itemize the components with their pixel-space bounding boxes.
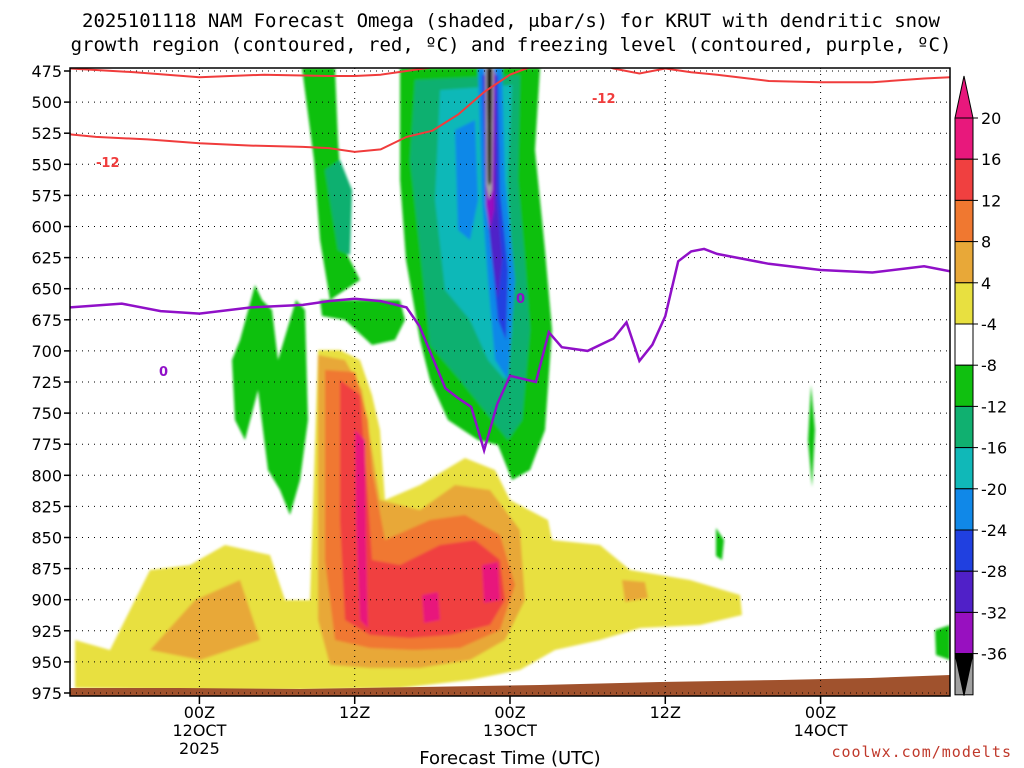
y-axis: 475 500 525 550 575 600 625 650 675 700 725 750 775 8… [31,62,70,703]
freezing-contour-label: 0 [516,292,525,307]
omega-ascent-region [487,68,492,186]
x-axis-title: Forecast Time (UTC) [419,748,600,768]
plot-area [70,68,950,696]
y-tick-label: 875 [31,560,62,579]
terrain-ground [70,675,950,696]
y-tick-label: 925 [31,622,62,641]
colorbar-segment [954,529,974,572]
omega-descent-region [622,580,648,602]
colorbar-label: -28 [981,562,1007,581]
colorbar-segment [954,158,974,201]
colorbar-label: 8 [981,233,991,252]
omega-descent-region [355,430,368,628]
omega-ascent-region [455,120,478,240]
x-tick-date: 14OCT [794,721,848,740]
omega-ascent-region [232,285,308,515]
colorbar-label: -20 [981,480,1007,499]
colorbar-segment [954,447,974,490]
y-tick-label: 600 [31,218,62,237]
freezing-level-contour [70,247,950,455]
colorbar-segment [954,405,974,449]
omega-descent-region [422,592,440,623]
x-tick-label: 12Z [650,703,681,722]
colorbar-segment [954,611,974,655]
x-tick-date: 12OCT [172,721,226,740]
colorbar-bottom-arrow [954,653,974,696]
colorbar-label: -12 [981,397,1007,416]
x-tick-label: 00Z [494,703,525,722]
omega-descent-region [482,562,500,603]
colorbar-label: -16 [981,439,1007,458]
colorbar-label: -36 [981,645,1007,664]
colorbar-label: -24 [981,521,1007,540]
y-tick-label: 650 [31,280,62,299]
x-tick-label: 00Z [184,703,215,722]
colorbar-segment [954,282,974,325]
colorbar-label: 4 [981,274,991,293]
y-tick-label: 700 [31,342,62,361]
credit-text: coolwx.com/modelts [831,743,1012,761]
omega-ascent-region [808,385,815,487]
x-tick-date: 13OCT [483,721,537,740]
y-tick-label: 625 [31,249,62,268]
omega-ascent-region [325,160,352,255]
omega-ascent-region [716,528,724,560]
y-tick-label: 850 [31,529,62,548]
y-tick-label: 825 [31,497,62,516]
colorbar-segment [954,488,974,531]
colorbar-segment [954,323,974,366]
x-tick-label: 00Z [805,703,836,722]
x-tick-year: 2025 [179,739,220,758]
y-tick-label: 525 [31,124,62,143]
colorbar-label: -32 [981,603,1007,622]
colorbar-label: 16 [981,150,1001,169]
y-tick-label: 475 [31,62,62,81]
y-tick-label: 725 [31,373,62,392]
colorbar-segment [954,364,974,407]
dgz-contour-label: -12 [592,92,616,107]
y-tick-label: 975 [31,684,62,703]
colorbar-top-arrow [954,75,974,119]
omega-descent-region [340,380,505,638]
dgz-contour-label: -12 [96,156,120,171]
colorbar-segment [954,199,974,243]
y-tick-label: 775 [31,435,62,454]
dgz-isotherm-lower [70,68,531,153]
omega-ascent-region [935,625,950,660]
omega-ascent-region [320,300,405,345]
y-tick-label: 950 [31,653,62,672]
colorbar-legend: 20 16 12 8 4 -4 -8 -12 -16 -20 -24 -28 -32 -36 [954,75,1007,696]
y-tick-label: 675 [31,311,62,330]
chart-title-line1: 2025101118 NAM Forecast Omega (shaded, μ… [82,10,940,32]
y-tick-label: 900 [31,591,62,610]
colorbar-label: -4 [981,315,997,334]
x-tick-label: 12Z [339,703,370,722]
y-tick-label: 550 [31,155,62,174]
colorbar-segment [954,117,974,160]
colorbar-segment [954,570,974,613]
colorbar-label: -8 [981,356,997,375]
y-tick-label: 750 [31,404,62,423]
colorbar-segment [954,241,974,284]
colorbar-label: 20 [981,109,1001,128]
y-tick-label: 800 [31,466,62,485]
chart-title-line2: growth region (contoured, red, ºC) and f… [71,34,952,56]
freezing-contour-label: 0 [159,365,168,380]
y-tick-label: 500 [31,93,62,112]
colorbar-label: 12 [981,191,1001,210]
y-tick-label: 575 [31,186,62,205]
dgz-isotherm-upper [70,68,950,84]
